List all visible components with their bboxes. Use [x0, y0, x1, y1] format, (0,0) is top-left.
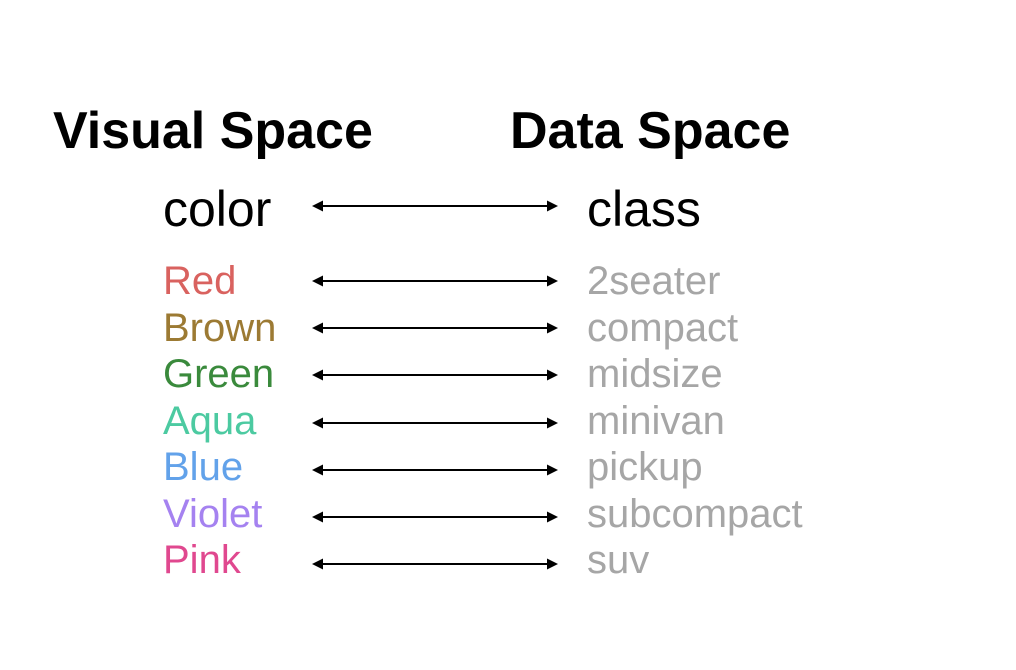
data-space-heading: Data Space [510, 102, 791, 160]
mapping-row: Green midsize [0, 351, 1016, 397]
mapping-arrow [312, 275, 558, 287]
class-name-label: minivan [587, 398, 725, 443]
class-name-label: midsize [587, 352, 723, 396]
class-name-label: subcompact [587, 491, 803, 536]
class-name-label: compact [587, 305, 739, 350]
mapping-row: Brown compact [0, 305, 1016, 351]
color-name-label: Pink [163, 538, 241, 582]
color-name-label: Aqua [163, 398, 257, 443]
mapping-row: Blue pickup [0, 444, 1016, 490]
class-name-label: pickup [587, 445, 703, 489]
color-name-label: Red [163, 259, 237, 303]
mapping-arrow [312, 369, 558, 381]
mapping-row: Pink suv [0, 537, 1016, 583]
class-name-label: 2seater [587, 259, 721, 303]
visual-attribute-label: color [163, 181, 272, 237]
mapping-row: Red 2seater [0, 258, 1016, 304]
mapping-row: Violet subcompact [0, 491, 1016, 537]
mapping-arrow [312, 558, 558, 570]
mapping-arrow [312, 464, 558, 476]
mapping-arrow [312, 417, 558, 429]
mapping-arrow [312, 322, 558, 334]
color-name-label: Violet [163, 491, 263, 536]
color-name-label: Blue [163, 445, 244, 489]
class-name-label: suv [587, 538, 650, 582]
mapping-arrow [312, 511, 558, 523]
color-name-label: Brown [163, 305, 277, 350]
data-attribute-label: class [587, 181, 701, 237]
color-name-label: Green [163, 352, 275, 396]
mapping-row: Aqua minivan [0, 398, 1016, 444]
visual-space-heading: Visual Space [53, 102, 373, 160]
attribute-mapping-arrow [312, 200, 558, 212]
